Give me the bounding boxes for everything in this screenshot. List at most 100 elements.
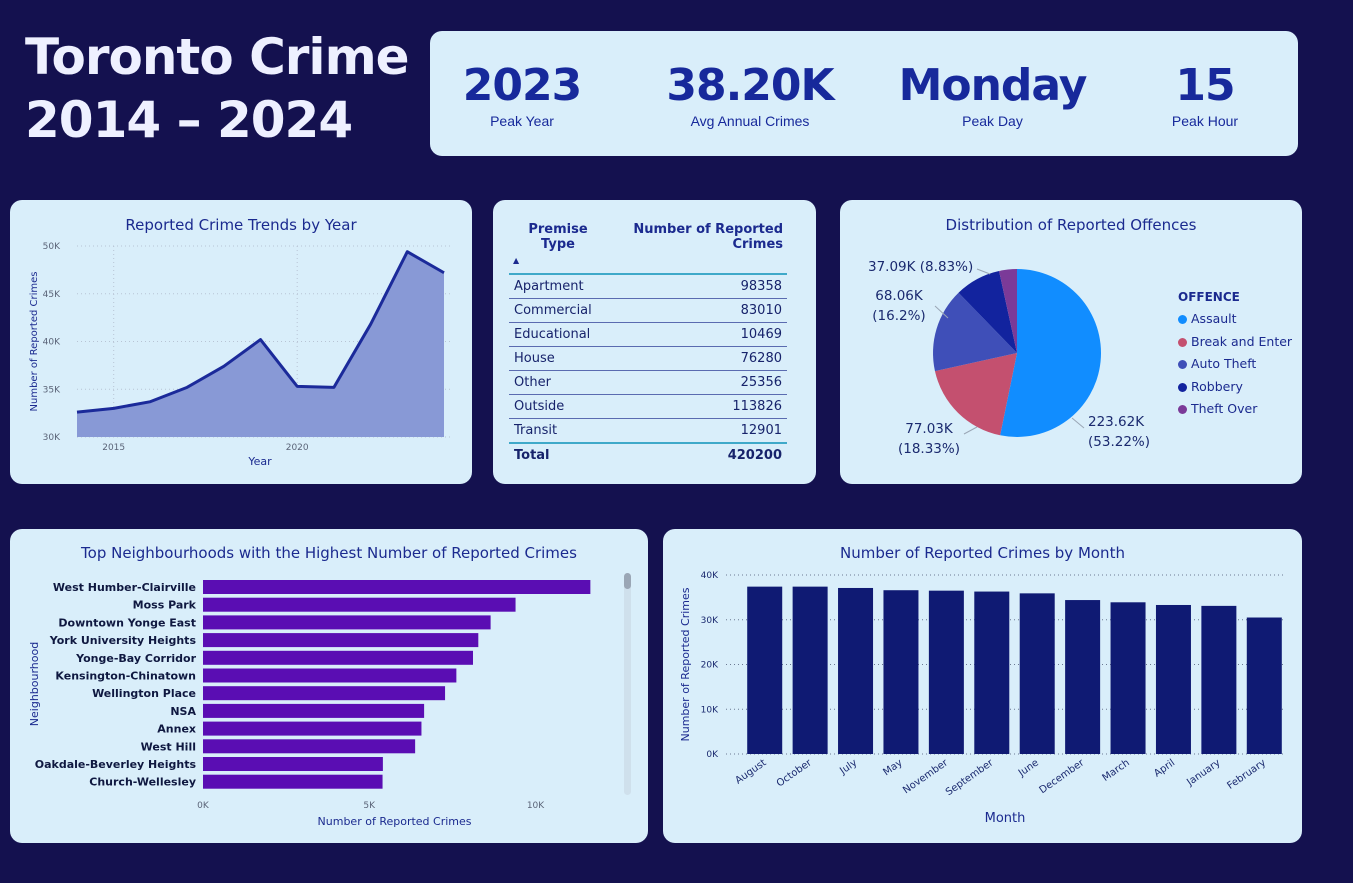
data-label: (18.33%) (898, 441, 960, 457)
bar (974, 591, 1010, 754)
month-panel: Number of Reported Crimes by Month 0K 10K… (663, 529, 1302, 843)
premise-type-cell: Educational (509, 322, 607, 347)
data-label: 223.62K (1088, 414, 1145, 430)
legend-swatch (1178, 360, 1187, 369)
bar (203, 686, 446, 701)
kpi-label: Peak Year (490, 113, 554, 129)
kpi-label: Peak Day (962, 113, 1023, 129)
dashboard-title: Toronto Crime 2014 – 2024 (25, 26, 410, 152)
y-tick-label: 50K (43, 242, 61, 252)
scrollbar-thumb[interactable] (624, 573, 631, 589)
x-tick-label: April (1152, 757, 1177, 779)
trend-panel: Reported Crime Trends by Year 30K 35K 40K 4… (10, 200, 472, 484)
data-label: 77.03K (905, 421, 954, 437)
category-label: Moss Park (133, 599, 197, 612)
count-cell: 76280 (607, 346, 787, 371)
category-label: Yonge-Bay Corridor (75, 652, 196, 665)
x-axis-title: Year (247, 455, 272, 468)
x-tick-label: August (733, 757, 768, 786)
table-row[interactable]: Other 25356 (509, 370, 787, 395)
y-tick-label: 20K (701, 661, 719, 671)
count-cell: 25356 (607, 370, 787, 395)
neighbourhood-chart-title: Top Neighbourhoods with the Highest Numb… (81, 544, 577, 562)
premise-type-cell: House (509, 346, 607, 371)
title-line-2: 2014 – 2024 (25, 91, 353, 149)
premise-table-panel: Premise Type ▲ Number of Reported Crimes… (493, 200, 816, 484)
area-fill (77, 251, 444, 437)
y-tick-label: 30K (43, 433, 61, 443)
bar (203, 597, 516, 612)
leader-line (976, 268, 991, 275)
legend-label: Break and Enter (1191, 333, 1293, 349)
legend-item[interactable]: Assault (1178, 311, 1237, 326)
trend-line (76, 250, 445, 414)
pie-slice-robbery (958, 270, 1017, 353)
table-row[interactable]: Outside 113826 (509, 394, 787, 419)
kpi-value: 15 (1175, 60, 1235, 111)
table-row[interactable]: Educational 10469 (509, 322, 787, 347)
y-tick-label: 35K (43, 385, 61, 395)
scrollbar-track[interactable] (624, 573, 631, 795)
data-label: (16.2%) (872, 308, 925, 324)
category-label: NSA (170, 705, 196, 718)
kpi-label: Peak Hour (1171, 113, 1239, 129)
x-tick-label: February (1225, 757, 1268, 791)
offence-panel: Distribution of Reported Offences 223.62… (840, 200, 1302, 484)
bar (1065, 600, 1101, 754)
count-cell: 98358 (607, 274, 787, 299)
table-row[interactable]: House 76280 (509, 346, 787, 371)
x-tick-label: December (1038, 757, 1088, 796)
trend-chart-title: Reported Crime Trends by Year (125, 216, 357, 234)
category-label: Annex (157, 723, 196, 736)
x-tick-label: 10K (527, 801, 545, 811)
bar (928, 590, 964, 754)
title-line-1: Toronto Crime (25, 28, 410, 86)
kpi-label: Avg Annual Crimes (690, 113, 810, 129)
data-label: 68.06K (875, 288, 924, 304)
y-tick-label: 30K (701, 616, 719, 626)
neighbourhood-bar-chart: West Humber-Clairville Moss Park Downtown … (28, 580, 591, 828)
bar (203, 650, 473, 665)
premise-type-cell: Commercial (509, 298, 607, 323)
legend-item[interactable]: Robbery (1178, 379, 1243, 394)
legend-swatch (1178, 315, 1187, 324)
bar (1019, 593, 1055, 754)
table-total-row: Total 420200 (509, 442, 787, 467)
count-cell: 113826 (607, 394, 787, 419)
table-row[interactable]: Commercial 83010 (509, 298, 787, 323)
category-label: West Hill (141, 740, 196, 753)
bar (203, 721, 422, 736)
kpi-value: Monday (898, 60, 1088, 111)
y-axis-title: Number of Reported Crimes (29, 272, 40, 412)
table-row[interactable]: Apartment 98358 (509, 274, 787, 299)
count-cell: 10469 (607, 322, 787, 347)
leader-line (963, 426, 978, 435)
x-tick-label: 2015 (102, 443, 125, 453)
table-row[interactable]: Transit 12901 (509, 418, 787, 444)
premise-type-cell: Other (509, 370, 607, 395)
kpi-value: 2023 (462, 60, 582, 111)
legend-swatch (1178, 337, 1187, 347)
pie-slice-auto-theft (933, 292, 1017, 372)
legend-swatch (1178, 382, 1187, 392)
category-label: Kensington-Chinatown (55, 670, 196, 683)
legend-item[interactable]: Theft Over (1178, 401, 1257, 416)
column-header-count[interactable]: Number of Reported Crimes (607, 218, 787, 275)
x-tick-label: November (901, 757, 951, 796)
legend-item[interactable]: Break and Enter (1178, 334, 1292, 349)
column-header-premise-type[interactable]: Premise Type ▲ (509, 218, 607, 275)
bar (203, 633, 479, 648)
total-label: Total (509, 442, 607, 467)
bar (838, 587, 874, 754)
leader-line (1071, 417, 1085, 429)
sort-ascending-icon[interactable]: ▲ (513, 256, 520, 265)
legend-item[interactable]: Auto Theft (1178, 356, 1256, 371)
x-tick-label: 5K (363, 801, 376, 811)
bar (203, 703, 425, 718)
x-tick-label: July (837, 757, 859, 777)
category-label: Church-Wellesley (89, 776, 196, 789)
x-tick-label: March (1100, 757, 1131, 783)
x-tick-label: 2020 (286, 443, 309, 453)
x-tick-label: September (944, 757, 996, 798)
kpi-peak-hour: 15 Peak Hour (1145, 60, 1265, 130)
